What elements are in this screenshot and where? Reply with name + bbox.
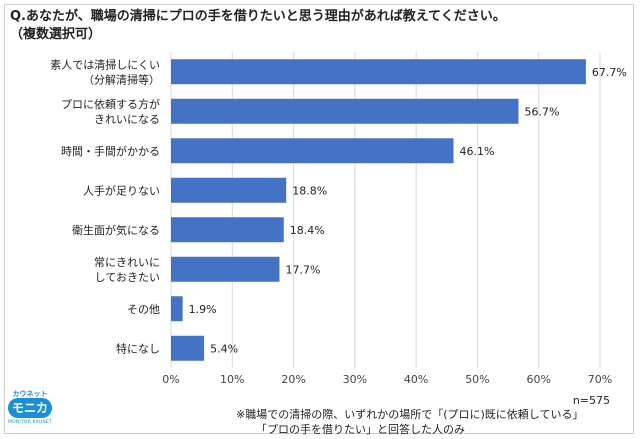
bar <box>171 59 586 85</box>
category-label: 時間・手間がかかる <box>61 144 160 158</box>
x-tick-label: 40% <box>404 373 428 386</box>
footnote-line-2: 「プロの手を借りたい」と回答した人のみ <box>256 423 465 436</box>
logo-main-text: モニカ <box>8 398 52 418</box>
x-tick-label: 0% <box>162 373 179 386</box>
value-label: 56.7% <box>524 105 559 118</box>
bar <box>171 335 205 361</box>
title-line-1: Q.あなたが、職場の清掃にプロの手を借りたいと思う理由があれば教えてください。 <box>10 9 506 24</box>
sample-size: n=575 <box>572 394 610 407</box>
value-label: 18.8% <box>292 184 327 197</box>
value-label: 46.1% <box>460 145 495 158</box>
bar <box>171 256 280 282</box>
chart-frame <box>4 4 634 434</box>
bar <box>171 296 183 322</box>
footnote-line-1: ※職場での清掃の際、いずれかの場所で「(プロに)既に依頼している」 <box>236 408 584 421</box>
category-label: プロに依頼する方が <box>61 97 160 111</box>
chart-title: Q.あなたが、職場の清掃にプロの手を借りたいと思う理由があれば教えてください。 … <box>10 8 630 44</box>
title-line-2: （複数選択可） <box>10 27 102 42</box>
value-label: 1.9% <box>189 303 217 316</box>
value-label: 17.7% <box>285 263 320 276</box>
x-tick-label: 30% <box>343 373 367 386</box>
bar <box>171 98 519 124</box>
bar <box>171 217 284 243</box>
x-tick-label: 10% <box>220 373 244 386</box>
category-label: しておきたい <box>95 271 160 284</box>
category-label: （分解清掃等） <box>83 72 160 86</box>
category-label: きれいになる <box>94 113 160 126</box>
value-label: 18.4% <box>290 224 325 237</box>
category-label: 素人では清掃しにくい <box>50 57 160 71</box>
x-tick-label: 70% <box>588 373 612 386</box>
monica-logo: カウネット モニカ MONITOR KAUNET <box>8 389 52 429</box>
bar <box>171 138 454 164</box>
logo-top-text: カウネット <box>12 390 48 398</box>
category-label: その他 <box>127 303 160 316</box>
category-label: 特になし <box>116 341 160 355</box>
category-label: 衛生面が気になる <box>72 223 160 237</box>
x-tick-label: 20% <box>281 373 305 386</box>
x-tick-label: 50% <box>465 373 489 386</box>
value-label: 5.4% <box>210 342 238 355</box>
logo-bottom-text: MONITOR KAUNET <box>8 420 52 425</box>
category-label: 人手が足りない <box>83 183 160 197</box>
category-label: 常にきれいに <box>94 256 160 269</box>
bar <box>171 177 287 203</box>
x-tick-label: 60% <box>526 373 550 386</box>
value-label: 67.7% <box>592 66 627 79</box>
